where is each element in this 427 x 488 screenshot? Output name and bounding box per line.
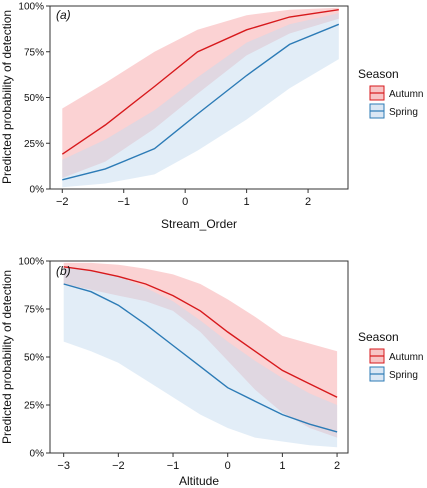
- panel-a: 0%25%50%75%100%−2 −1 0 1 2 (a) Stream_Order …: [0, 2, 349, 231]
- x-tick-label-a: −2: [56, 196, 69, 208]
- legend-title-a: Season: [358, 67, 399, 81]
- legend-label-spring-a: Spring: [389, 107, 418, 118]
- axes-b: 0% 25% 50% 75% 100% −3 −2 −1 0 1 2: [18, 257, 340, 473]
- x-tick-label-a: −1: [117, 196, 130, 208]
- panel-label-b: (b): [56, 264, 71, 278]
- y-tick-label-b: 25%: [24, 401, 44, 412]
- legend-label-autumn-b: Autumn: [389, 352, 423, 363]
- x-tick-label-b: 2: [334, 460, 340, 472]
- panel-b: 0% 25% 50% 75% 100% −3 −2 −1 0 1 2 (b) Altitude Pr…: [0, 257, 349, 488]
- confidence-bands-b: [63, 262, 338, 448]
- y-axis-title-b: Predicted probability of detection: [0, 270, 14, 444]
- y-tick-label-b: 75%: [24, 305, 44, 316]
- confidence-band-spring-a: [62, 13, 339, 188]
- panel-label-a: (a): [56, 8, 71, 22]
- x-axis-title-b: Altitude: [179, 474, 219, 488]
- y-tick-label-b: 0%: [30, 449, 45, 460]
- series-line-autumn-b: [63, 266, 338, 398]
- y-tick-label-a: 50%: [24, 93, 44, 104]
- y-tick-label-a: 100%: [18, 2, 44, 13]
- x-tick-label-b: −1: [167, 460, 180, 472]
- x-tick-label-a: 0: [182, 196, 188, 208]
- series-line-autumn-a: [61, 9, 339, 155]
- y-tick-label-a: 0%: [30, 185, 45, 196]
- confidence-band-spring-b: [63, 266, 338, 448]
- y-tick-label-a: 25%: [24, 139, 44, 150]
- axes-a: 0% 25% 50% 75% 100% −2 −1 0 1 2: [18, 2, 311, 209]
- legend-label-autumn-a: Autumn: [389, 89, 423, 100]
- series-line-spring-a: [62, 23, 340, 181]
- series-lines-a: [61, 9, 340, 181]
- x-tick-label-b: 0: [225, 460, 231, 472]
- x-tick-label-b: 1: [279, 460, 285, 472]
- legend-title-b: Season: [358, 330, 399, 344]
- legend-item-autumn-a: Autumn: [369, 85, 423, 101]
- x-tick-label-b: −2: [112, 460, 125, 472]
- y-tick-label-a: 75%: [24, 47, 44, 58]
- x-axis-title-a: Stream_Order: [161, 217, 237, 231]
- y-axis-title-a: Predicted probability of detection: [0, 10, 14, 184]
- y-tick-label-b: 50%: [24, 353, 44, 364]
- y-tick-label-b: 100%: [18, 257, 44, 268]
- legend-item-spring-a: Spring: [369, 103, 418, 119]
- x-tick-label-a: 2: [305, 196, 311, 208]
- legend-item-autumn-b: Autumn: [369, 348, 423, 364]
- confidence-bands-a: [62, 7, 339, 188]
- x-tick-label-b: −3: [57, 460, 70, 472]
- legend-item-spring-b: Spring: [369, 366, 418, 382]
- legend-b: Season Autumn Spring: [358, 330, 423, 382]
- x-tick-label-a: 1: [244, 196, 250, 208]
- legend-label-spring-b: Spring: [389, 370, 418, 381]
- legend-a: Season Autumn Spring: [358, 67, 423, 119]
- series-lines-b: [63, 266, 338, 433]
- series-line-spring-b: [63, 283, 338, 433]
